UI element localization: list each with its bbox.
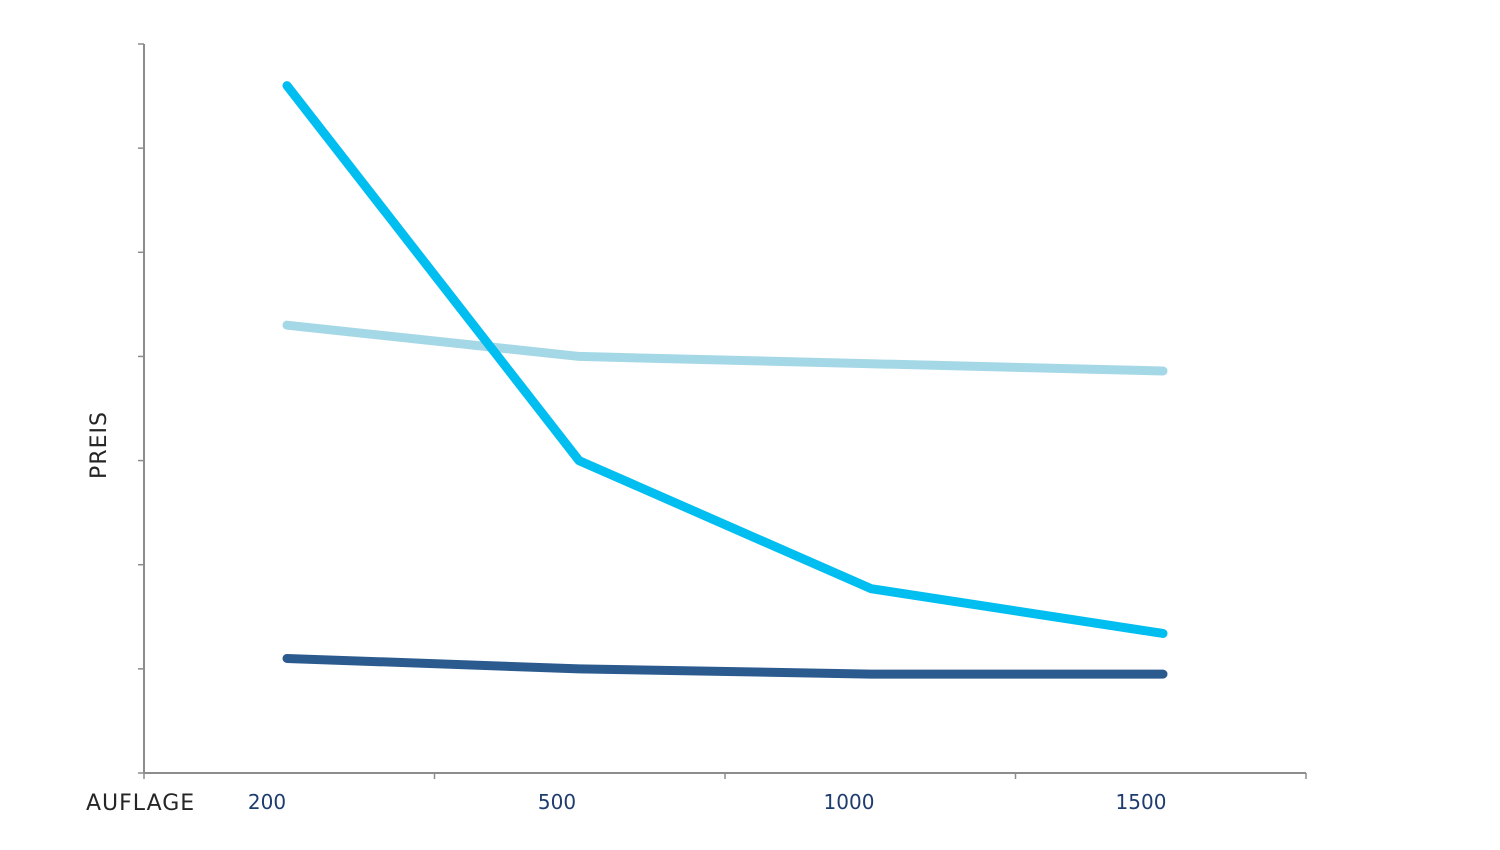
x-tick-labels: 200 500 1000 1500 bbox=[248, 790, 1167, 814]
x-tick-label: 200 bbox=[248, 790, 286, 814]
y-axis-ticks bbox=[138, 43, 144, 774]
series-line-1 bbox=[282, 320, 1168, 376]
x-tick-label: 1000 bbox=[824, 790, 875, 814]
x-tick-label: 1500 bbox=[1116, 790, 1167, 814]
y-axis-title: PREIS bbox=[87, 411, 112, 479]
x-tick-label: 500 bbox=[538, 790, 576, 814]
x-axis-title: AUFLAGE bbox=[86, 791, 195, 816]
series-line-3 bbox=[282, 653, 1168, 679]
series-group bbox=[282, 81, 1168, 679]
series-line-2 bbox=[282, 81, 1168, 638]
